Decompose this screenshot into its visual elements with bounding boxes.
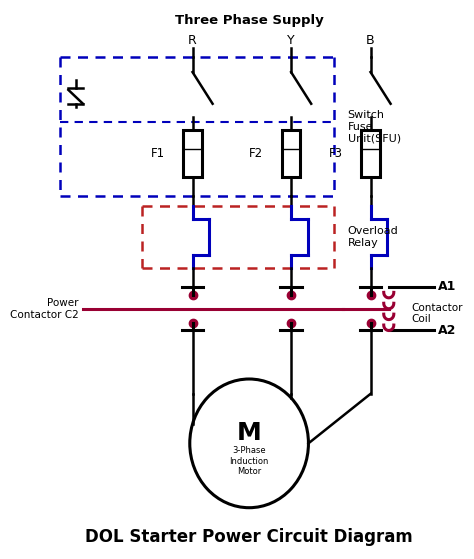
Text: F2: F2 [249, 147, 264, 160]
FancyBboxPatch shape [183, 130, 201, 177]
Text: Power
Contactor C2: Power Contactor C2 [9, 298, 78, 320]
Text: Contactor
Coil: Contactor Coil [411, 303, 463, 324]
Text: F1: F1 [151, 147, 165, 160]
Text: Y: Y [287, 34, 295, 47]
Text: 3-Phase
Induction
Motor: 3-Phase Induction Motor [229, 446, 269, 476]
Text: DOL Starter Power Circuit Diagram: DOL Starter Power Circuit Diagram [85, 528, 413, 546]
Text: Overload
Relay: Overload Relay [348, 226, 399, 248]
Text: A2: A2 [438, 324, 456, 337]
Text: R: R [188, 34, 197, 47]
Text: A1: A1 [438, 281, 456, 293]
Text: Switch
Fuse
Unit(SFU): Switch Fuse Unit(SFU) [348, 110, 401, 143]
FancyBboxPatch shape [282, 130, 300, 177]
Text: F3: F3 [329, 147, 343, 160]
FancyBboxPatch shape [361, 130, 380, 177]
Text: Three Phase Supply: Three Phase Supply [175, 14, 323, 27]
Text: M: M [237, 421, 262, 446]
Text: B: B [366, 34, 375, 47]
